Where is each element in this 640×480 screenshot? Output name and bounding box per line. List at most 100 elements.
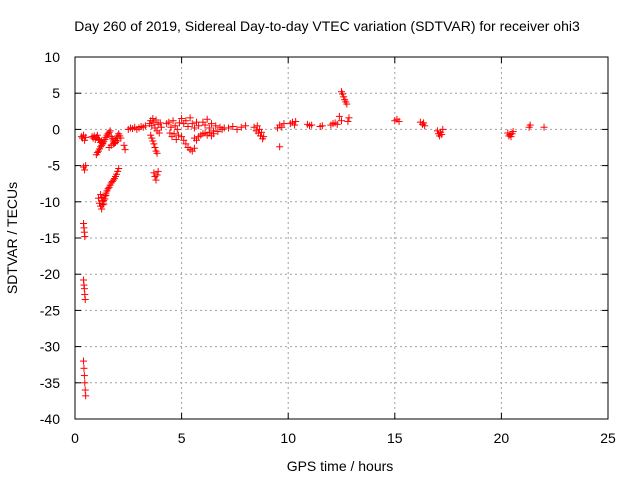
data-point: [184, 123, 192, 131]
data-point: [154, 167, 162, 175]
data-point: [225, 124, 233, 132]
data-point: [80, 364, 88, 372]
data-point: [157, 123, 165, 131]
data-point: [147, 131, 155, 139]
y-tick-label: -10: [40, 194, 60, 210]
data-point: [151, 144, 159, 151]
data-point: [120, 141, 128, 149]
data-point: [153, 171, 161, 179]
data-point: [82, 162, 90, 170]
data-point: [339, 90, 347, 98]
x-tick-label: 15: [387, 430, 403, 446]
data-point: [308, 121, 316, 129]
data-point: [121, 146, 129, 154]
data-point: [81, 136, 89, 144]
data-point: [182, 140, 190, 148]
data-point: [104, 185, 112, 193]
data-point: [114, 167, 122, 175]
data-point: [343, 100, 351, 108]
data-point: [150, 140, 158, 148]
y-axis-label: SDTVAR / TECUs: [4, 182, 20, 294]
data-point: [81, 379, 89, 387]
data-point: [201, 121, 209, 129]
data-point: [318, 122, 326, 130]
data-point: [165, 118, 173, 126]
data-point: [207, 120, 215, 128]
data-point: [258, 128, 266, 136]
y-tick-label: -5: [48, 158, 61, 174]
data-point: [173, 125, 181, 133]
data-point: [438, 130, 446, 138]
data-point: [210, 130, 218, 138]
data-point: [98, 141, 106, 149]
data-point: [114, 137, 122, 145]
data-point: [333, 120, 341, 128]
data-point: [260, 133, 268, 141]
data-point: [167, 123, 175, 131]
data-point: [117, 134, 125, 142]
data-point: [149, 115, 157, 123]
data-point: [188, 120, 196, 128]
data-point: [82, 392, 90, 400]
data-point: [152, 116, 160, 124]
data-point: [141, 122, 149, 130]
data-point: [170, 130, 178, 138]
data-point: [335, 112, 343, 120]
y-tick-label: 5: [52, 85, 60, 101]
data-point: [93, 149, 101, 157]
data-point: [80, 357, 88, 365]
data-point: [278, 123, 286, 131]
x-tick-label: 10: [280, 430, 296, 446]
data-point: [101, 195, 109, 203]
data-point: [180, 136, 188, 144]
y-tick-label: -35: [40, 375, 60, 391]
data-point: [149, 137, 157, 145]
y-tick-label: -20: [40, 266, 60, 282]
data-point: [250, 123, 258, 131]
y-tick-label: 0: [52, 121, 60, 137]
data-point: [169, 117, 177, 125]
data-point: [344, 117, 352, 125]
data-point: [98, 205, 106, 213]
data-point: [507, 133, 515, 141]
data-point: [233, 125, 241, 133]
data-point: [93, 131, 101, 139]
data-point: [276, 143, 284, 151]
data-point: [81, 233, 89, 241]
data-point: [186, 114, 194, 122]
x-tick-label: 20: [494, 430, 510, 446]
x-tick-label: 5: [178, 430, 186, 446]
data-point: [214, 128, 222, 136]
x-axis-label: GPS time / hours: [287, 458, 394, 474]
data-point: [156, 119, 164, 127]
data-point: [98, 193, 106, 201]
data-point: [171, 122, 179, 130]
data-point: [190, 124, 198, 132]
data-point: [212, 122, 220, 130]
data-point: [175, 119, 183, 127]
x-tick-labels: 0 5 10 15 20 25: [71, 430, 616, 446]
data-point: [242, 122, 250, 130]
data-point: [193, 118, 201, 126]
data-point: [203, 115, 211, 123]
data-point: [178, 133, 186, 141]
data-point: [340, 93, 348, 101]
data-point: [182, 117, 190, 125]
y-tick-label: -30: [40, 339, 60, 355]
data-point: [195, 122, 203, 130]
data-point: [106, 127, 114, 135]
data-point: [253, 122, 261, 130]
data-point: [155, 129, 163, 137]
y-tick-label: -15: [40, 230, 60, 246]
data-point: [82, 133, 90, 141]
y-tick-label: -40: [40, 411, 60, 427]
y-tick-labels: 10 5 0 -5 -10 -15 -20 -25 -30 -35 -40: [40, 49, 60, 427]
data-point: [190, 144, 198, 152]
data-point: [113, 170, 121, 178]
data-point: [174, 131, 182, 139]
data-point: [97, 191, 105, 199]
data-point: [395, 117, 403, 125]
x-tick-label: 25: [600, 430, 616, 446]
data-point: [338, 117, 345, 125]
